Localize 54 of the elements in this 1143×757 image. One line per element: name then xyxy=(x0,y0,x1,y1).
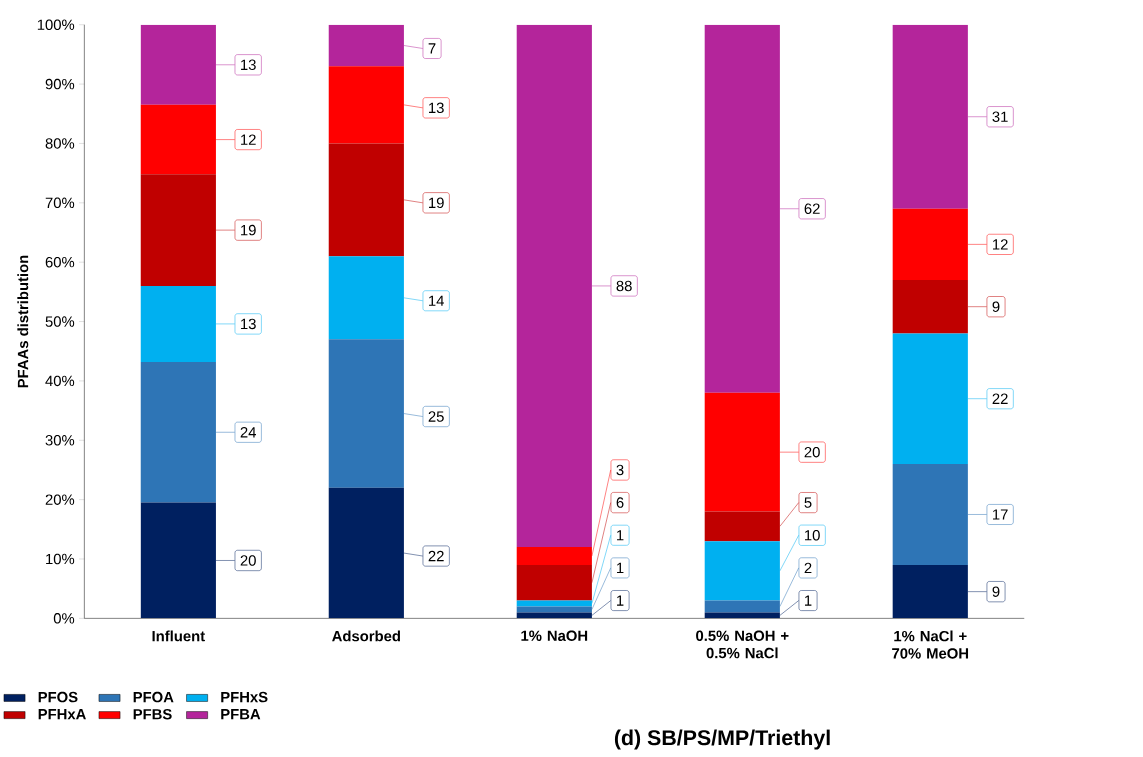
data-label: 1 xyxy=(617,562,624,574)
text: (d) SB/PS/MP/Triethyl xyxy=(614,729,830,750)
data-label: 14 xyxy=(429,295,444,306)
legend-label: PFOS xyxy=(38,691,78,703)
legend-label: PFHxS xyxy=(221,691,268,703)
data-label: 12 xyxy=(241,134,256,145)
data-label: 13 xyxy=(241,318,256,330)
x-tick-label: Influent xyxy=(152,630,205,642)
data-label: 20 xyxy=(240,555,256,566)
legend-label: PFBS xyxy=(133,709,172,720)
legend-label: PFOA xyxy=(133,691,174,703)
data-label: 5 xyxy=(804,497,812,508)
data-label: 12 xyxy=(992,239,1008,250)
y-tick-label: 90% xyxy=(45,78,75,90)
data-label: 19 xyxy=(241,224,256,236)
data-label: 1 xyxy=(617,530,624,541)
data-label: 2 xyxy=(804,562,812,574)
data-label: 17 xyxy=(992,509,1008,520)
data-label: 13 xyxy=(429,102,444,114)
y-tick-label: 0% xyxy=(53,613,75,624)
legend-label: PFBA xyxy=(221,709,261,720)
y-tick-label: 20% xyxy=(45,494,75,505)
x-tick-label: 1% NaOH xyxy=(521,630,588,642)
y-tick-label: 70% xyxy=(45,197,75,209)
data-label: 22 xyxy=(428,550,444,562)
data-label: 24 xyxy=(240,427,256,438)
data-label: 25 xyxy=(428,411,444,422)
y-axis-title: PFAAs distribution xyxy=(17,255,29,388)
data-label: 22 xyxy=(992,393,1008,404)
data-label: 9 xyxy=(992,586,1000,597)
y-tick-label: 100% xyxy=(37,19,75,31)
data-label: 9 xyxy=(992,301,1000,313)
data-label: 6 xyxy=(616,497,624,508)
y-tick-label: 30% xyxy=(45,435,75,446)
data-label: 31 xyxy=(992,111,1008,123)
data-label: 19 xyxy=(429,197,444,209)
data-label: 1 xyxy=(617,595,624,606)
y-tick-label: 10% xyxy=(46,553,75,565)
data-label: 3 xyxy=(616,464,624,476)
x-tick-label: 0.5% NaOH + 0.5% NaCl xyxy=(696,630,789,659)
data-label: 62 xyxy=(804,203,820,215)
data-label: 20 xyxy=(804,446,820,458)
data-label: 88 xyxy=(616,280,632,292)
x-tick-label: 1% NaCl + 70% MeOH xyxy=(892,630,969,659)
data-label: 7 xyxy=(428,43,436,54)
y-tick-label: 60% xyxy=(45,256,75,268)
y-tick-label: 50% xyxy=(45,316,75,327)
y-tick-label: 80% xyxy=(45,138,75,149)
data-label: 13 xyxy=(241,59,256,71)
data-label: 1 xyxy=(805,595,812,606)
x-tick-label: Adsorbed xyxy=(332,630,400,642)
legend-label: PFHxA xyxy=(38,709,86,720)
data-label: 10 xyxy=(805,530,820,541)
y-tick-label: 40% xyxy=(45,375,75,387)
